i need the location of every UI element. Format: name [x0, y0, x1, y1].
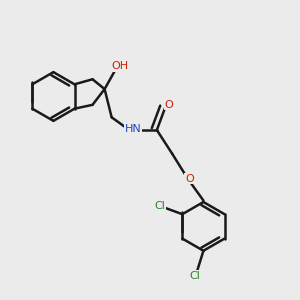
Text: O: O: [165, 100, 173, 110]
Text: O: O: [185, 174, 194, 184]
Text: Cl: Cl: [154, 201, 165, 211]
Text: Cl: Cl: [190, 271, 200, 281]
Text: HN: HN: [124, 124, 141, 134]
Text: OH: OH: [112, 61, 129, 71]
